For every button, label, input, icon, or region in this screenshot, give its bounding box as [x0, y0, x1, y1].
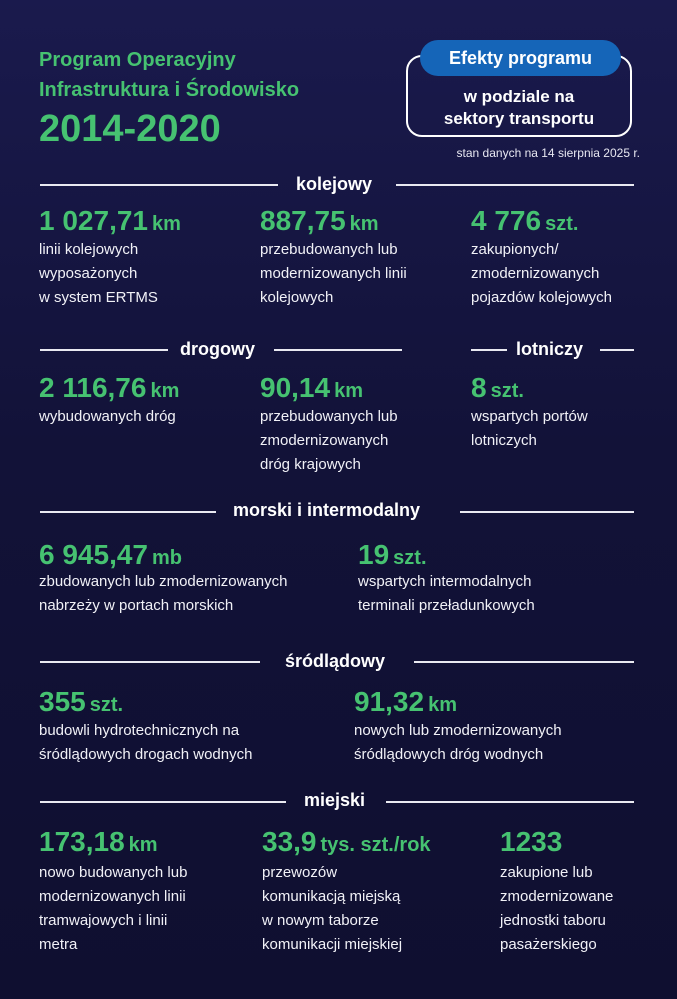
badge-title: Efekty programu — [420, 40, 621, 76]
metric-sea-quays: 6 945,47 mb — [39, 539, 182, 571]
section-divider — [40, 511, 216, 513]
section-divider — [40, 801, 286, 803]
metric-road-national: 90,14 km — [260, 372, 363, 404]
metric-description: linii kolejowych wyposażonych w system E… — [39, 241, 158, 306]
metric-unit: szt. — [89, 694, 124, 716]
section-heading-drogowy: drogowy — [180, 339, 255, 359]
section-heading-kolejowy: kolejowy — [296, 174, 373, 194]
metric-value: 173,18 — [39, 826, 125, 857]
section-heading-morski: morski i intermodalny — [233, 500, 421, 520]
metric-unit: km — [349, 213, 379, 235]
metric-description: przebudowanych lub modernizowanych linii… — [260, 241, 407, 306]
metric-value: 4 776 — [471, 205, 542, 236]
metric-rail-vehicles: 4 776 szt. — [471, 205, 578, 237]
metric-value: 91,32 — [354, 686, 425, 717]
badge-subtitle: w podziale na sektory transportu — [406, 86, 632, 130]
metric-description: zakupionych/ zmodernizowanych pojazdów k… — [471, 241, 612, 306]
metric-description: zbudowanych lub zmodernizowanych nabrzeż… — [39, 573, 288, 614]
metric-description: wspartych intermodalnych terminali przeł… — [358, 573, 535, 614]
section-divider — [471, 349, 507, 351]
metric-inland-waterways: 91,32 km — [354, 686, 457, 718]
metric-value: 8 — [471, 372, 487, 403]
section-divider — [600, 349, 634, 351]
section-divider — [40, 661, 260, 663]
metric-intermodal-terminals: 19 szt. — [358, 539, 427, 571]
metric-unit: km — [428, 694, 457, 716]
section-divider — [40, 184, 278, 186]
metric-unit: km — [150, 380, 180, 402]
metric-value: 6 945,47 — [39, 539, 148, 570]
data-status-date: stan danych na 14 sierpnia 2025 r. — [456, 146, 640, 160]
section-heading-miejski: miejski — [304, 790, 366, 810]
metric-description: wybudowanych dróg — [39, 408, 176, 425]
section-divider — [396, 184, 634, 186]
section-divider — [274, 349, 402, 351]
section-divider — [40, 349, 168, 351]
program-years: 2014-2020 — [39, 108, 221, 150]
metric-description: przebudowanych lub zmodernizowanych dróg… — [260, 408, 398, 473]
metric-value: 2 116,76 — [39, 372, 147, 403]
metric-tram-metro-lines: 173,18 km — [39, 826, 158, 858]
metric-unit: mb — [152, 547, 182, 569]
metric-description: zakupione lub zmodernizowane jednostki t… — [500, 864, 614, 953]
metric-description: nowo budowanych lub modernizowanych lini… — [39, 864, 188, 953]
metric-unit: km — [128, 834, 158, 856]
metric-value: 33,9 — [262, 826, 317, 857]
metric-unit: km — [334, 380, 363, 402]
section-divider — [460, 511, 634, 513]
metric-description: przewozów komunikacją miejską w nowym ta… — [262, 864, 403, 953]
section-heading-lotniczy: lotniczy — [516, 339, 584, 359]
section-divider — [386, 801, 634, 803]
metric-value: 19 — [358, 539, 390, 570]
metric-value: 1 027,71 — [39, 205, 148, 236]
section-divider — [414, 661, 634, 663]
metric-hydrotechnical: 355 szt. — [39, 686, 123, 718]
metric-description: budowli hydrotechnicznych na śródlądowyc… — [39, 722, 253, 763]
section-heading-srodladowy: śródlądowy — [285, 651, 386, 671]
metric-description: nowych lub zmodernizowanych śródlądowych… — [354, 722, 562, 763]
metric-rolling-stock: 1233 — [500, 826, 566, 858]
metric-urban-transport: 33,9 tys. szt./rok — [262, 826, 431, 858]
metric-unit: szt. — [545, 213, 579, 235]
badge-subtitle-line2: sektory transportu — [443, 109, 595, 128]
metric-rail-ertms: 1 027,71 km — [39, 205, 181, 237]
badge-subtitle-line1: w podziale na — [463, 87, 575, 106]
metric-value: 1233 — [500, 826, 563, 857]
program-title-line1: Program Operacyjny — [39, 49, 236, 71]
metric-unit: tys. szt./rok — [320, 834, 431, 856]
metric-unit: szt. — [393, 547, 427, 569]
metric-value: 887,75 — [260, 205, 346, 236]
metric-value: 90,14 — [260, 372, 331, 403]
metric-description: wspartych portów lotniczych — [471, 408, 588, 449]
metric-unit: szt. — [490, 380, 524, 402]
program-title-line2: Infrastruktura i Środowisko — [39, 79, 300, 101]
metric-unit: km — [152, 213, 181, 235]
metric-rail-modernized: 887,75 km — [260, 205, 379, 237]
metric-airports: 8 szt. — [471, 372, 524, 404]
metric-road-built: 2 116,76 km — [39, 372, 179, 404]
metric-value: 355 — [39, 686, 86, 717]
